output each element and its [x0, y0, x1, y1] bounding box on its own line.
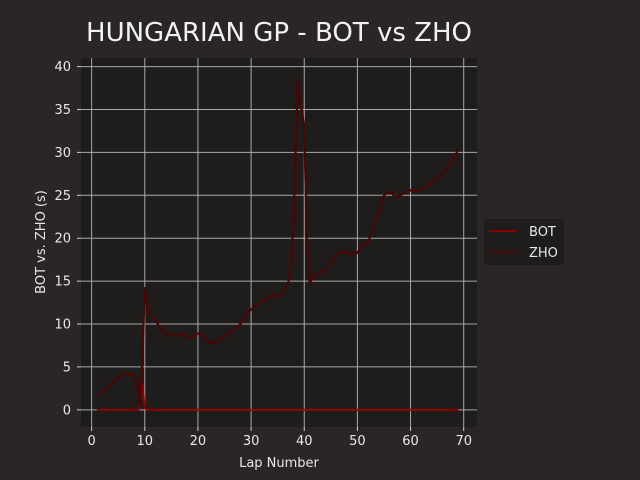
legend-label-bot: BOT	[529, 225, 556, 240]
y-tick-label: 25	[54, 189, 71, 204]
x-tick-label: 60	[402, 434, 419, 449]
chart-title: HUNGARIAN GP - BOT vs ZHO	[86, 18, 472, 48]
grid-lines	[81, 58, 477, 427]
y-tick-label: 30	[54, 146, 71, 161]
y-tick-label: 40	[54, 60, 71, 75]
x-tick-label: 40	[296, 434, 313, 449]
y-axis-ticks: 0 5 10 15 20 25 30 35 40	[54, 60, 81, 418]
x-axis-ticks: 0 10 20 30 40 50 60 70	[87, 427, 472, 449]
series-line-bot	[96, 383, 459, 411]
y-tick-label: 35	[54, 103, 71, 118]
x-tick-label: 10	[137, 434, 154, 449]
y-tick-label: 0	[63, 403, 71, 418]
y-tick-label: 10	[54, 318, 71, 333]
series-line-zho	[96, 78, 460, 407]
legend: BOT ZHO	[484, 219, 564, 265]
y-tick-label: 15	[54, 275, 71, 290]
y-axis-label: BOT vs. ZHO (s)	[34, 190, 49, 294]
x-tick-label: 0	[87, 434, 95, 449]
x-tick-label: 30	[243, 434, 260, 449]
x-tick-label: 70	[455, 434, 472, 449]
legend-label-zho: ZHO	[529, 246, 558, 261]
x-tick-label: 50	[349, 434, 366, 449]
x-tick-label: 20	[190, 434, 207, 449]
x-axis-label: Lap Number	[239, 456, 319, 471]
plot-area	[81, 58, 477, 427]
y-tick-label: 5	[63, 360, 71, 375]
y-tick-label: 20	[54, 232, 71, 247]
series-lines	[96, 78, 460, 411]
